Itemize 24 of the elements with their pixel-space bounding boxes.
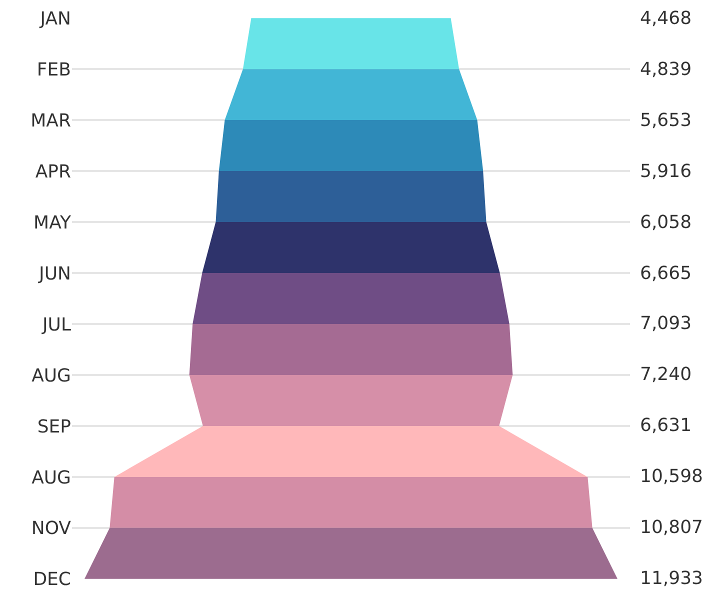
- data-label: 6,631: [640, 415, 692, 436]
- category-label: SEP: [37, 416, 72, 438]
- data-label: 6,058: [640, 212, 692, 233]
- category-label: APR: [35, 161, 71, 182]
- category-label: JUL: [41, 314, 71, 336]
- category-label: MAR: [30, 110, 71, 132]
- data-label: 7,093: [640, 313, 692, 334]
- category-label: FEB: [36, 59, 71, 80]
- data-label: 10,598: [640, 466, 703, 487]
- data-label: 4,468: [640, 8, 692, 29]
- data-label: 6,665: [640, 263, 692, 284]
- category-label: AUG: [32, 365, 71, 386]
- data-label: 11,933: [640, 568, 703, 589]
- data-label: 10,807: [640, 517, 703, 538]
- category-label: MAY: [34, 212, 72, 234]
- data-label: 7,240: [640, 364, 692, 385]
- data-label: 5,653: [640, 110, 692, 131]
- data-label: 4,839: [640, 59, 692, 80]
- category-label: DEC: [33, 569, 71, 590]
- category-label: NOV: [31, 518, 72, 540]
- category-label: JUN: [38, 263, 71, 284]
- data-label: 5,916: [640, 161, 692, 182]
- category-label: AUG: [32, 467, 71, 488]
- category-label: JAN: [39, 8, 71, 30]
